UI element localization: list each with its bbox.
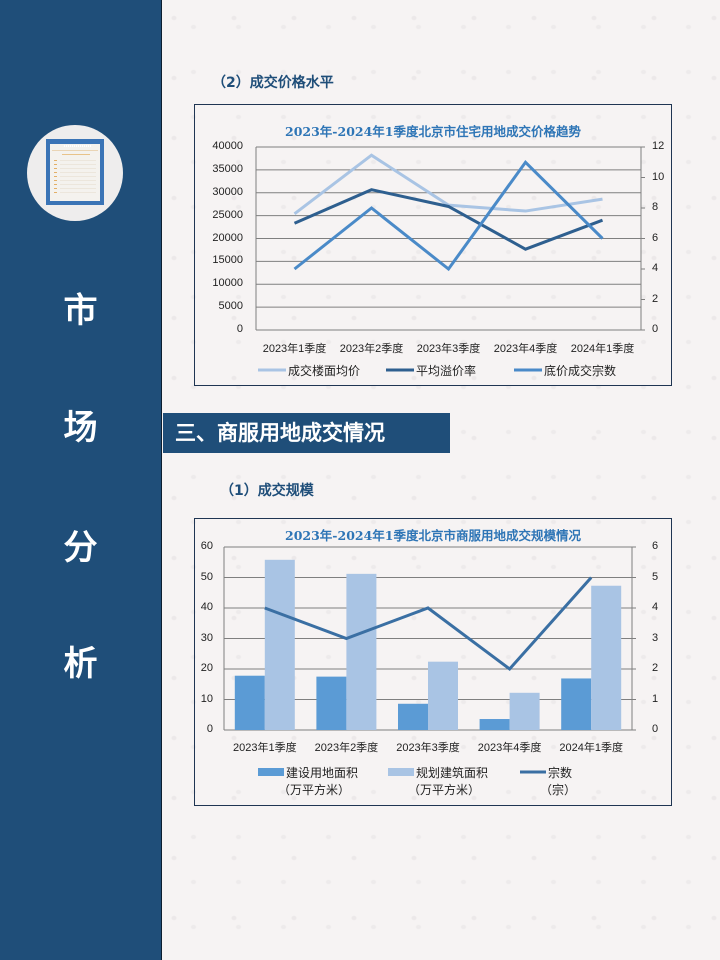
chart-commercial-land-scale: 2023年-2024年1季度北京市商服用地成交规模情况 bbox=[194, 518, 672, 806]
sidebar-title-char: 场 bbox=[63, 408, 98, 448]
axis-tick-label: 2 bbox=[652, 662, 659, 674]
axis-tick-label: 30 bbox=[200, 631, 213, 644]
subtitle-price-level: （2）成交价格水平 bbox=[212, 75, 334, 91]
axis-tick-label: 4 bbox=[652, 262, 659, 274]
category-label: 2023年4季度 bbox=[477, 742, 542, 754]
legend-item: 建设用地面积 bbox=[286, 766, 359, 780]
axis-tick-label: 20 bbox=[200, 662, 213, 674]
legend-item-unit: （宗） bbox=[540, 783, 577, 797]
axis-tick-label: 10 bbox=[200, 692, 213, 705]
axis-tick-label: 10000 bbox=[212, 277, 243, 290]
axis-tick-label: 40 bbox=[200, 601, 213, 613]
axis-tick-label: 35000 bbox=[212, 162, 243, 175]
axis-tick-label: 0 bbox=[206, 723, 213, 735]
category-label: 2023年4季度 bbox=[493, 343, 558, 355]
sidebar-title-char: 市 bbox=[63, 291, 98, 331]
axis-tick-label: 5000 bbox=[218, 300, 243, 313]
axis-tick-label: 2 bbox=[652, 292, 659, 305]
subtitle-transaction-scale: （1）成交规模 bbox=[220, 483, 314, 499]
sidebar-title-char: 分 bbox=[63, 528, 98, 568]
axis-tick-label: 4 bbox=[652, 601, 659, 613]
axis-tick-label: 5 bbox=[652, 570, 659, 583]
category-label: 2023年1季度 bbox=[262, 343, 327, 355]
axis-tick-label: 0 bbox=[236, 323, 243, 335]
page-background bbox=[162, 0, 720, 960]
legend-item: 成交楼面均价 bbox=[288, 364, 361, 378]
legend-item-unit: （万平方米） bbox=[278, 783, 351, 797]
legend-item: 平均溢价率 bbox=[416, 364, 477, 378]
category-label: 2023年1季度 bbox=[233, 742, 297, 754]
sidebar: 市 场 分 析 bbox=[0, 0, 162, 960]
legend-item: 规划建筑面积 bbox=[416, 766, 489, 780]
axis-tick-label: 1 bbox=[652, 692, 659, 705]
category-label: 2023年3季度 bbox=[396, 742, 460, 754]
legend-item: 底价成交宗数 bbox=[544, 364, 617, 378]
axis-tick-label: 60 bbox=[200, 540, 213, 552]
chart-title: 2023年-2024年1季度北京市住宅用地成交价格趋势 bbox=[285, 124, 581, 139]
axis-tick-label: 15000 bbox=[212, 254, 243, 267]
category-label: 2023年2季度 bbox=[339, 343, 404, 355]
axis-tick-label: 25000 bbox=[212, 208, 243, 221]
chart-residential-price-trend: 2023年-2024年1季度北京市住宅用地成交价格趋势 bbox=[194, 104, 672, 386]
document-list-icon bbox=[46, 139, 104, 205]
axis-tick-label: 10 bbox=[652, 170, 665, 183]
category-label: 2024年1季度 bbox=[570, 343, 635, 355]
axis-tick-label: 30000 bbox=[212, 185, 243, 198]
axis-tick-label: 40000 bbox=[212, 140, 243, 152]
category-label: 2023年2季度 bbox=[314, 742, 379, 754]
axis-tick-label: 6 bbox=[652, 231, 659, 244]
chart-title: 2023年-2024年1季度北京市商服用地成交规模情况 bbox=[285, 528, 581, 543]
sidebar-title-char: 析 bbox=[63, 644, 98, 684]
axis-tick-label: 20000 bbox=[212, 231, 243, 244]
legend-item-unit: （万平方米） bbox=[408, 783, 481, 797]
legend-item: 宗数 bbox=[548, 766, 573, 780]
document-icon-circle bbox=[27, 125, 123, 221]
axis-tick-label: 8 bbox=[652, 201, 659, 213]
category-label: 2024年1季度 bbox=[559, 742, 623, 754]
axis-tick-label: 0 bbox=[652, 323, 659, 335]
axis-tick-label: 0 bbox=[652, 723, 659, 735]
axis-tick-label: 6 bbox=[652, 540, 659, 552]
axis-tick-label: 12 bbox=[652, 140, 665, 152]
category-label: 2023年3季度 bbox=[416, 343, 481, 355]
section-header-commercial-land: 三、商服用地成交情况 bbox=[163, 413, 450, 453]
axis-tick-label: 3 bbox=[652, 631, 659, 644]
axis-tick-label: 50 bbox=[200, 570, 213, 583]
